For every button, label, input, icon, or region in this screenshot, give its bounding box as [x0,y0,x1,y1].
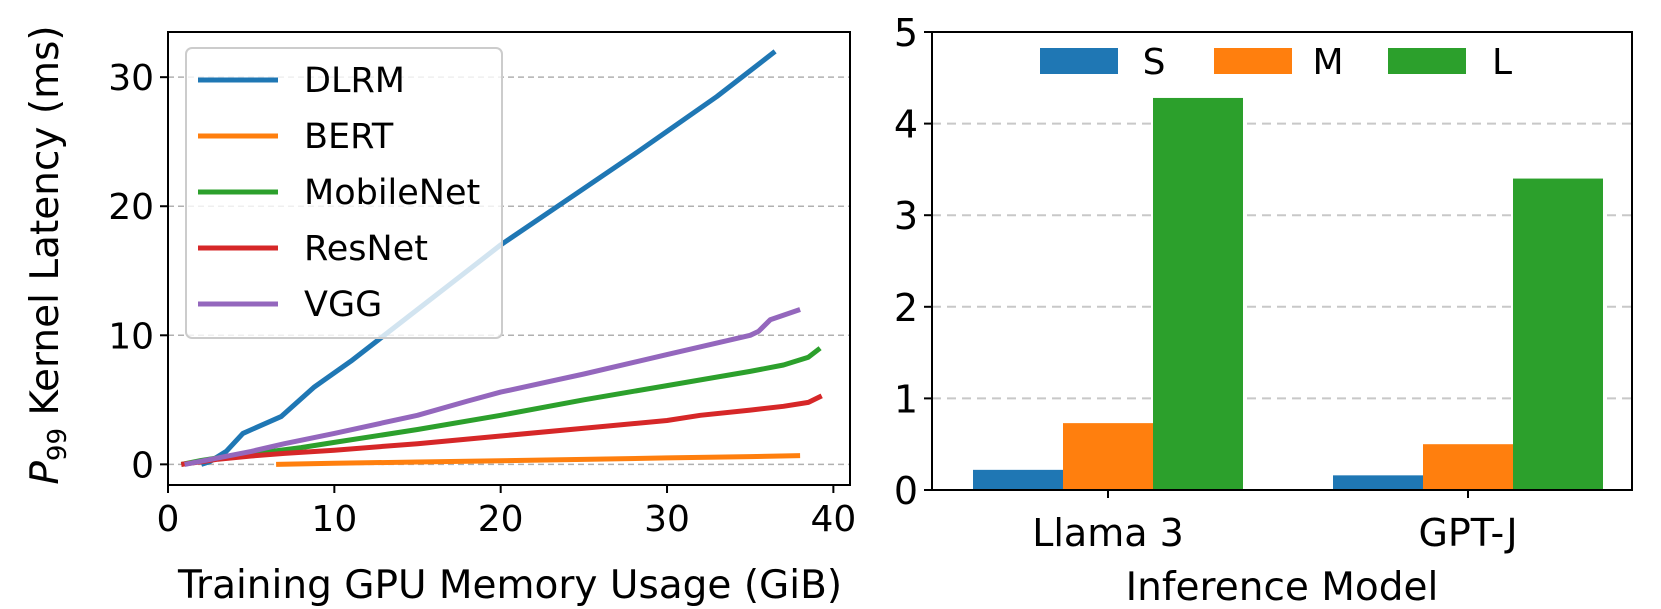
left-y-tick-label: 0 [131,445,154,486]
legend-label-mobilenet: MobileNet [304,173,480,213]
left-x-axis-label: Training GPU Memory Usage (GiB) [177,563,842,608]
right-y-tick-label: 0 [894,469,918,513]
legend-label-vgg: VGG [304,285,382,325]
line-dlrm [200,49,777,467]
line-resnet [180,393,823,467]
legend-swatch-l [1388,48,1466,74]
left-y-ticks: 0 10 20 30 [108,58,168,486]
right-y-tick-label: 1 [894,377,918,421]
right-y-tick-label: 5 [894,11,918,55]
latency-line-chart: 0 10 20 30 40 0 10 20 30 Training GPU Memory Us… [23,25,856,608]
line-vgg [184,307,801,467]
legend-label-m: M [1312,42,1343,83]
legend-label-s: S [1143,42,1166,83]
left-x-tick-label: 40 [810,499,856,540]
left-y-label-text: Kernel Latency (ms) [23,25,68,428]
right-bars [973,97,1603,491]
left-plot-frame [167,31,851,486]
right-y-tick-label: 4 [894,103,918,147]
left-x-tick-label: 30 [644,499,690,540]
left-y-tick-label: 30 [108,58,154,99]
bar-l-llama-3 [1153,97,1243,491]
left-y-tick-label: 10 [108,316,154,357]
bar-l-gpt-j [1513,178,1603,490]
left-legend-box [185,47,503,339]
right-plot-frame [931,31,1633,491]
left-x-tick-label: 10 [311,499,357,540]
bar-m-llama-3 [1063,423,1153,490]
inference-bar-chart: Llama 3 GPT-J 0 1 2 3 4 5 Inference Model S M L [894,11,1633,609]
left-x-tick-label: 20 [478,499,524,540]
left-series-lines [180,49,823,467]
left-x-ticks: 0 10 20 30 40 [157,485,856,540]
bar-m-gpt-j [1423,444,1513,490]
legend-label-bert: BERT [304,117,394,157]
bar-s-gpt-j [1333,475,1423,490]
right-x-tick-label: Llama 3 [1032,511,1184,555]
left-y-axis-label: P99 Kernel Latency (ms) [23,25,73,484]
left-y-label-p: P [23,461,68,485]
right-x-ticks: Llama 3 GPT-J [1032,490,1518,555]
legend-label-l: L [1492,42,1512,83]
left-x-tick-label: 0 [157,499,180,540]
right-y-ticks: 0 1 2 3 4 5 [894,11,932,513]
left-y-tick-label: 20 [108,187,154,228]
legend-swatch-s [1040,48,1118,74]
right-y-tick-label: 2 [894,286,918,330]
line-bert [276,453,801,467]
right-y-tick-label: 3 [894,194,918,238]
legend-swatch-m [1214,48,1292,74]
right-grid [932,122,1632,400]
bar-s-llama-3 [973,469,1063,490]
right-x-axis-label: Inference Model [1126,565,1439,609]
legend-label-resnet: ResNet [304,229,428,269]
legend-label-dlrm: DLRM [304,61,405,101]
left-legend: DLRM BERT MobileNet ResNet VGG [185,47,503,339]
left-y-label-subscript: 99 [43,428,73,461]
right-x-tick-label: GPT-J [1418,511,1517,555]
